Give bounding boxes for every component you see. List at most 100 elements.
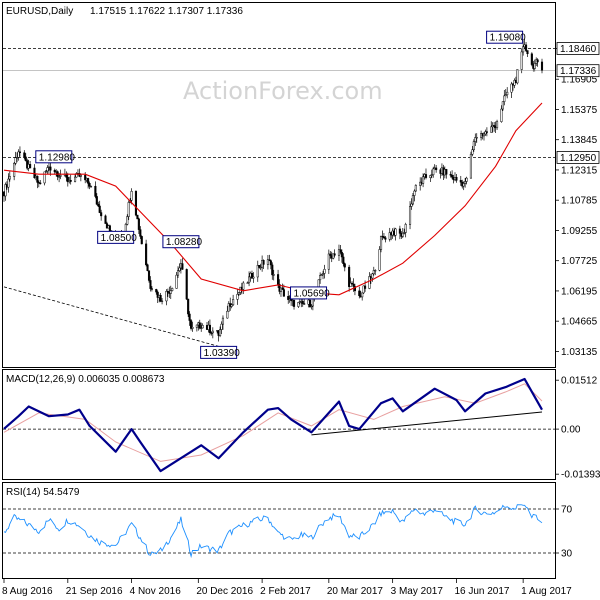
rsi-ytick-label-0: 70 <box>561 505 573 516</box>
macd-trendline <box>311 411 543 436</box>
candle-body <box>410 203 413 207</box>
candle-body <box>155 289 158 293</box>
current-price-box <box>556 64 600 78</box>
macd-line <box>3 377 543 473</box>
candle-body <box>237 292 240 295</box>
candle-body <box>176 270 180 276</box>
candle-body <box>159 294 162 302</box>
candle-body <box>411 195 414 205</box>
annotation-box-4 <box>290 286 328 300</box>
candle-body <box>219 329 222 336</box>
candle-body <box>520 51 523 70</box>
annotation-label-0: 1.12980 <box>39 152 76 163</box>
candle-body <box>445 169 448 175</box>
candle-body <box>139 229 142 237</box>
candle-body <box>147 270 151 281</box>
level-label-1: 1.12950 <box>560 153 597 164</box>
candle-body <box>98 205 101 213</box>
x-axis: 8 Aug 2016 21 Sep 2016 4 Nov 2016 20 Dec 20… <box>2 578 572 597</box>
xtick-label-6: 3 May 2017 <box>391 586 444 597</box>
candle-body <box>145 243 148 266</box>
candle-body <box>342 256 345 264</box>
candle-body <box>178 267 181 271</box>
candle-body <box>127 202 130 217</box>
candle-body <box>339 249 342 253</box>
candle-body <box>181 263 184 270</box>
candle-body <box>146 264 149 271</box>
candle-body <box>188 313 191 321</box>
macd-panel-frame <box>2 369 556 480</box>
candle-body <box>232 299 235 306</box>
candle-body <box>301 301 304 304</box>
candle-body <box>269 260 272 266</box>
candle-body <box>24 156 27 161</box>
candle-body <box>108 225 111 231</box>
candle-body <box>310 305 313 308</box>
candle-body <box>266 259 269 265</box>
candle-body <box>403 232 406 234</box>
candle-body <box>198 322 201 329</box>
candle-body <box>190 320 193 329</box>
candle-body <box>506 91 509 96</box>
candle-body <box>95 196 98 205</box>
price-ytick-label-6: 1.09255 <box>561 226 598 237</box>
candle-body <box>372 270 375 275</box>
candle-body <box>404 224 407 233</box>
candle-body <box>87 178 90 184</box>
annotation-box-1 <box>97 230 135 244</box>
candle-body <box>501 101 504 110</box>
xtick-label-3: 20 Dec 2016 <box>196 586 253 597</box>
candle-body <box>516 69 519 84</box>
candle-body <box>200 327 203 330</box>
price-ytick-label-2: 1.15375 <box>561 105 598 116</box>
xtick-label-0: 8 Aug 2016 <box>2 586 53 597</box>
xtick-label-5: 20 Mar 2017 <box>327 586 384 597</box>
candle-body <box>510 83 513 93</box>
candle-body <box>485 131 488 133</box>
candle-body <box>459 180 462 183</box>
price-plot: 1.12980 1.08500 1.08280 1.03390 1.05690 1.190… <box>2 30 600 359</box>
candle-body <box>89 185 93 188</box>
annotation-label-5: 1.19080 <box>490 33 527 44</box>
candle-body <box>432 168 435 176</box>
candle-body <box>53 169 56 173</box>
candle-body <box>23 152 26 158</box>
annotation-box-3 <box>200 345 238 359</box>
rsi-line <box>3 504 543 559</box>
candle-body <box>230 304 233 307</box>
candle-body <box>49 166 52 171</box>
price-ytick-label-9: 1.04665 <box>561 317 598 328</box>
annotation-label-4: 1.05690 <box>294 288 331 299</box>
candle-body <box>165 290 168 302</box>
candle-body <box>350 282 354 285</box>
candle-body <box>201 325 204 329</box>
candle-body <box>140 236 143 245</box>
candle-body <box>327 253 330 270</box>
candle-body <box>455 177 458 181</box>
candle-body <box>413 190 416 196</box>
candle-body <box>430 174 433 176</box>
rsi-panel-frame <box>2 482 556 579</box>
candle-body <box>256 265 259 278</box>
candle-body <box>292 299 296 307</box>
candle-body <box>195 324 198 328</box>
xtick-label-2: 4 Nov 2016 <box>130 586 182 597</box>
candle-body <box>175 274 178 289</box>
candle-body <box>259 266 262 269</box>
candle-body <box>384 237 387 240</box>
candle-body <box>250 272 254 279</box>
candle-body <box>449 174 452 176</box>
candle-body <box>398 228 401 234</box>
annotation-box-0 <box>35 150 73 164</box>
candle-body <box>161 300 164 302</box>
price-ytick-label-10: 1.03135 <box>561 347 598 358</box>
candle-body <box>66 177 69 183</box>
annotation-box-2 <box>162 235 200 249</box>
candle-body <box>451 174 454 178</box>
candle-body <box>465 177 468 182</box>
symbol-label: EURUSD,Daily <box>6 6 73 17</box>
candle-body <box>323 268 326 274</box>
candle-body <box>462 183 465 187</box>
candle-body <box>503 95 506 102</box>
candle-body <box>472 141 475 150</box>
